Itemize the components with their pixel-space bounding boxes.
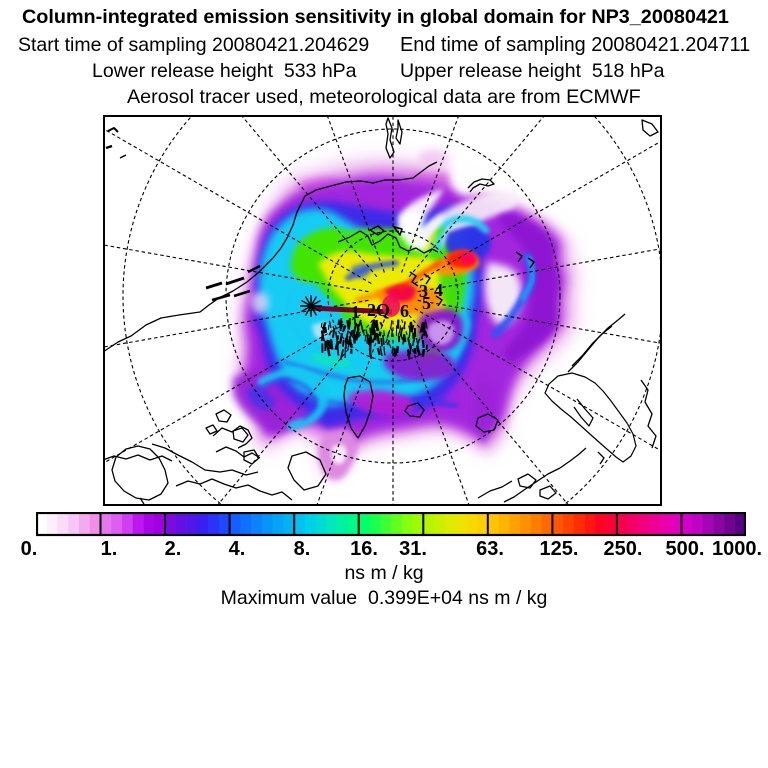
svg-text:2Q: 2Q — [367, 300, 390, 320]
svg-text:5: 5 — [422, 293, 431, 313]
svg-text:1: 1 — [351, 302, 360, 322]
svg-text:4: 4 — [434, 280, 443, 300]
svg-text:3: 3 — [419, 281, 428, 301]
svg-text:6: 6 — [400, 301, 409, 321]
